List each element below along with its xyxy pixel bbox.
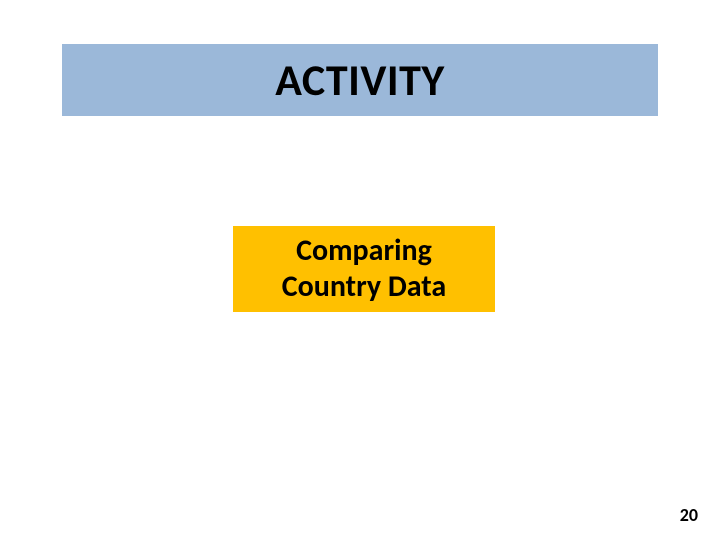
subtitle-text: ComparingCountry Data: [282, 233, 446, 305]
subtitle-box: ComparingCountry Data: [233, 226, 495, 312]
page-number: 20: [680, 504, 698, 526]
subtitle-line2: Country Data: [282, 268, 446, 305]
activity-header-text: ACTIVITY: [275, 53, 445, 107]
activity-header-bar: ACTIVITY: [62, 44, 658, 116]
subtitle-line1: Comparing: [296, 232, 432, 269]
